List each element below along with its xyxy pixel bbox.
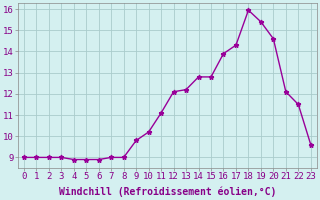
X-axis label: Windchill (Refroidissement éolien,°C): Windchill (Refroidissement éolien,°C) [59, 187, 276, 197]
